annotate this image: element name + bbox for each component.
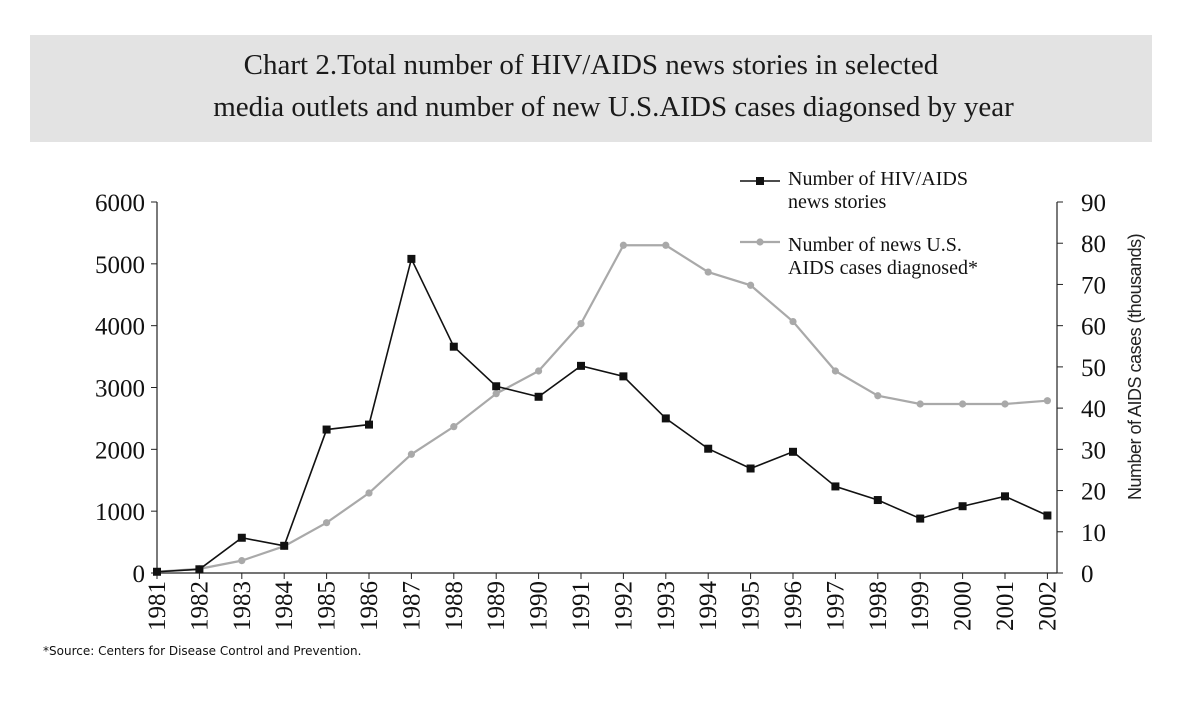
news-stories-point bbox=[449, 342, 458, 351]
x-tick-label: 1987 bbox=[398, 581, 425, 631]
right-tick-label: 50 bbox=[1081, 355, 1106, 382]
right-tick-label: 40 bbox=[1081, 396, 1106, 423]
chart-title: Chart 2.Total number of HIV/AIDS news st… bbox=[30, 44, 1152, 128]
x-tick-label: 2000 bbox=[950, 581, 977, 631]
news-stories-point bbox=[407, 254, 416, 263]
chart-title-line-2: media outlets and number of new U.S.AIDS… bbox=[213, 91, 1014, 123]
x-tick-label: 1993 bbox=[653, 581, 680, 631]
left-tick-label: 0 bbox=[133, 561, 146, 588]
title-band bbox=[30, 35, 1152, 142]
right-tick-label: 80 bbox=[1081, 231, 1106, 258]
news-stories-point bbox=[195, 565, 204, 574]
x-tick-label: 1997 bbox=[822, 581, 849, 631]
x-tick-label: 1996 bbox=[780, 581, 807, 631]
news-stories-point bbox=[153, 567, 161, 576]
aids-cases-point bbox=[365, 489, 373, 497]
left-tick-label: 4000 bbox=[95, 314, 145, 341]
aids-cases-point bbox=[1001, 400, 1009, 408]
left-tick-label: 2000 bbox=[95, 437, 145, 464]
right-axis-label: Number of AIDS cases (thousands) bbox=[1125, 233, 1145, 500]
right-tick-label: 10 bbox=[1081, 520, 1106, 547]
aids-cases-point bbox=[450, 423, 458, 431]
x-tick-label: 1981 bbox=[144, 581, 171, 631]
legend-news-stories-label: Number of HIV/AIDS news stories bbox=[788, 168, 968, 214]
aids-cases-point bbox=[619, 241, 628, 249]
aids-cases-point bbox=[789, 317, 797, 326]
aids-cases-point bbox=[407, 450, 415, 458]
aids-cases-point bbox=[577, 320, 585, 328]
left-tick-label: 3000 bbox=[95, 376, 145, 403]
aids-cases-point bbox=[535, 367, 543, 375]
legend-news-stories-marker bbox=[756, 177, 764, 185]
source-note: *Source: Centers for Disease Control and… bbox=[43, 644, 362, 658]
right-tick-label: 0 bbox=[1081, 561, 1094, 588]
news-stories-point bbox=[534, 392, 543, 401]
aids-cases-point bbox=[323, 519, 331, 527]
aids-cases-point bbox=[916, 400, 924, 408]
aids-cases-point bbox=[831, 367, 840, 375]
series-aids-cases-line bbox=[156, 244, 1048, 573]
news-stories-point bbox=[237, 533, 246, 542]
x-tick-label: 1985 bbox=[314, 581, 341, 631]
news-stories-point bbox=[958, 502, 967, 511]
x-tick-label: 1992 bbox=[610, 581, 637, 631]
news-stories-point bbox=[661, 414, 670, 423]
legend-news-stories-line-1: Number of HIV/AIDS bbox=[788, 168, 968, 190]
x-tick-label: 1999 bbox=[907, 581, 934, 631]
news-stories-point bbox=[1001, 492, 1009, 501]
x-tick-label: 1988 bbox=[441, 581, 468, 631]
right-tick-label: 60 bbox=[1081, 314, 1106, 341]
aids-cases-point bbox=[238, 557, 246, 565]
news-stories-point bbox=[789, 447, 797, 456]
legend-aids-cases-line-2: AIDS cases diagnosed* bbox=[788, 257, 978, 279]
x-tick-label: 1990 bbox=[526, 581, 553, 631]
legend-news-stories-line-2: news stories bbox=[788, 191, 887, 213]
x-tick-label: 1982 bbox=[186, 581, 213, 631]
x-tick-label: 2001 bbox=[992, 581, 1019, 631]
news-stories-point bbox=[492, 382, 501, 391]
news-stories-point bbox=[1043, 511, 1052, 520]
aids-cases-point bbox=[1043, 397, 1051, 405]
aids-cases-point bbox=[662, 241, 670, 249]
news-stories-point bbox=[365, 420, 373, 429]
x-tick-label: 1986 bbox=[356, 581, 383, 631]
right-tick-label: 20 bbox=[1081, 479, 1106, 506]
news-stories-point bbox=[704, 444, 713, 453]
aids-cases-point bbox=[492, 390, 500, 398]
legend-aids-cases-label: Number of news U.S. AIDS cases diagnosed… bbox=[788, 234, 978, 280]
news-stories-point bbox=[577, 361, 585, 370]
x-tick-label: 2002 bbox=[1034, 581, 1061, 631]
right-tick-label: 30 bbox=[1081, 437, 1106, 464]
aids-cases-point bbox=[959, 400, 967, 408]
aids-cases-point bbox=[704, 268, 712, 276]
news-stories-point bbox=[746, 464, 755, 473]
x-tick-label: 1991 bbox=[568, 581, 595, 631]
news-stories-point bbox=[873, 496, 882, 505]
legend-aids-cases-line-1: Number of news U.S. bbox=[788, 234, 962, 256]
series-news-stories-line bbox=[156, 256, 1048, 573]
x-tick-label: 1995 bbox=[738, 581, 765, 631]
news-stories-point bbox=[831, 482, 840, 491]
news-stories-point bbox=[322, 425, 331, 434]
news-stories-point bbox=[280, 541, 289, 550]
left-tick-label: 6000 bbox=[95, 190, 145, 217]
news-stories-point bbox=[619, 372, 628, 381]
x-tick-label: 1994 bbox=[695, 581, 722, 632]
aids-cases-point bbox=[747, 281, 755, 289]
x-tick-label: 1998 bbox=[865, 581, 892, 631]
x-tick-label: 1989 bbox=[483, 581, 510, 631]
right-tick-label: 90 bbox=[1081, 190, 1106, 217]
chart-title-line-1: Chart 2.Total number of HIV/AIDS news st… bbox=[243, 49, 939, 81]
left-tick-label: 5000 bbox=[95, 252, 145, 279]
x-tick-label: 1984 bbox=[271, 581, 298, 632]
x-tick-label: 1983 bbox=[229, 581, 256, 631]
left-tick-label: 1000 bbox=[95, 499, 145, 526]
news-stories-point bbox=[916, 514, 925, 523]
right-tick-label: 70 bbox=[1081, 272, 1106, 299]
legend-aids-cases-marker bbox=[756, 238, 764, 246]
aids-cases-point bbox=[874, 392, 882, 400]
